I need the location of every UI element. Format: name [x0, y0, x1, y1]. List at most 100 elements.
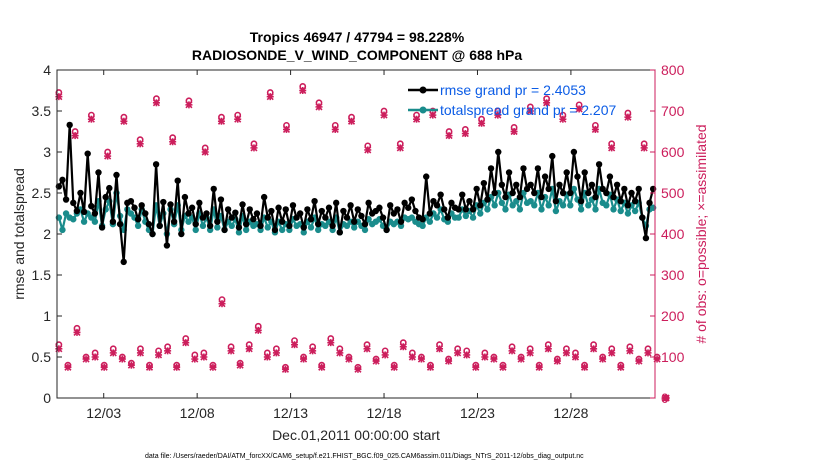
totalspread-point — [509, 202, 516, 209]
totalspread-point — [343, 222, 351, 229]
obs-assimilated-marker — [200, 353, 208, 361]
y-tick-label-right: 300 — [661, 267, 685, 283]
rmse-point — [387, 202, 394, 209]
totalspread-point — [545, 202, 552, 209]
rmse-point — [221, 226, 228, 234]
axes-layer: 0 0.5 1 1.5 2 2.5 3 3.5 4 0 100 200 300 400 500 600 700 8… — [32, 62, 685, 421]
obs-assimilated-marker — [461, 129, 469, 138]
rmse-point — [350, 218, 358, 225]
obs-assimilated-marker — [399, 343, 407, 351]
rmse-point — [534, 165, 542, 172]
rmse-point — [595, 161, 603, 168]
totalspread-point — [88, 214, 95, 221]
rmse-point — [66, 121, 73, 129]
rmse-point — [131, 204, 138, 211]
obs-assimilated-marker — [526, 349, 534, 357]
rmse-point — [437, 191, 444, 198]
rmse-point — [170, 218, 178, 225]
rmse-point — [459, 191, 466, 198]
rmse-point — [145, 220, 153, 228]
rmse-point — [77, 189, 84, 197]
obs-assimilated-marker — [535, 363, 543, 371]
obs-assimilated-marker — [508, 347, 516, 355]
obs-assimilated-marker — [445, 132, 453, 140]
obs-assimilated-marker — [73, 328, 81, 336]
obs-assimilated-marker — [559, 115, 567, 123]
obs-assimilated-marker — [481, 353, 489, 361]
rmse-point — [423, 173, 430, 180]
rmse-point — [73, 207, 81, 215]
totalspread-point — [577, 206, 585, 213]
totalspread-point — [516, 206, 524, 213]
y-axis-label-left: rmse and totalspread — [11, 168, 27, 300]
obs-assimilated-marker — [266, 93, 274, 101]
rmse-point — [296, 210, 304, 217]
rmse-point — [401, 199, 408, 207]
x-tick-label: 12/23 — [460, 405, 495, 421]
rmse-point — [613, 181, 621, 188]
obs-assimilated-marker — [82, 355, 90, 363]
rmse-point — [174, 177, 181, 184]
totalspread-point — [592, 206, 599, 213]
rmse-point — [264, 214, 271, 221]
plot-area — [57, 70, 655, 398]
totalspread-point — [192, 226, 199, 234]
totalspread-point — [127, 210, 135, 217]
rmse-point — [88, 202, 95, 210]
y-tick-label-right: 200 — [661, 308, 685, 324]
x-tick-label: 12/03 — [86, 405, 121, 421]
x-tick-label: 12/08 — [180, 405, 215, 421]
totalspread-point — [264, 224, 271, 231]
obs-assimilated-marker — [640, 144, 648, 152]
obs-assimilated-marker — [608, 144, 616, 152]
rmse-point — [441, 206, 448, 213]
obs-assimilated-marker — [136, 349, 145, 357]
rmse-point — [134, 216, 142, 223]
obs-assimilated-marker — [426, 363, 435, 371]
totalspread-point — [419, 222, 426, 229]
obs-assimilated-marker — [118, 355, 126, 363]
y-tick-label-right: 500 — [661, 185, 685, 201]
rmse-point — [592, 193, 599, 201]
x-axis-label: Dec.01,2011 00:00:00 start — [272, 427, 440, 443]
rmse-point — [116, 220, 124, 228]
rmse-point — [156, 222, 163, 229]
obs-assimilated-marker — [91, 353, 99, 361]
rmse-point — [466, 198, 473, 205]
rmse-point — [250, 216, 257, 223]
obs-assimilated-marker — [364, 146, 372, 154]
rmse-point — [325, 204, 333, 211]
y-tick-label-right: 700 — [661, 103, 685, 119]
totalspread-point — [617, 207, 624, 215]
y-tick-label-left: 1 — [43, 308, 51, 324]
obs-assimilated-marker — [608, 349, 616, 357]
rmse-point — [484, 196, 491, 203]
obs-assimilated-marker — [127, 361, 135, 369]
rmse-point — [505, 169, 513, 176]
y-tick-label-left: 0 — [43, 390, 51, 406]
rmse-point — [354, 206, 362, 213]
rmse-point — [340, 207, 347, 215]
obs-assimilated-marker — [236, 361, 244, 369]
rmse-point — [343, 214, 351, 221]
rmse-point — [210, 185, 217, 193]
rmse-point — [228, 214, 235, 221]
rmse-point — [318, 207, 325, 215]
totalspread-point — [484, 206, 491, 213]
rmse-point — [167, 201, 174, 208]
y-tick-label-left: 4 — [43, 62, 51, 78]
rmse-point — [95, 169, 102, 176]
totalspread-point — [462, 212, 470, 220]
obs-assimilated-marker — [282, 125, 291, 134]
rmse-point — [390, 210, 398, 217]
rmse-point — [239, 201, 246, 208]
rmse-point — [412, 207, 419, 215]
rmse-point — [599, 185, 606, 193]
totalspread-point — [559, 202, 567, 209]
totalspread-point — [314, 226, 322, 234]
rmse-point — [462, 206, 470, 213]
obs-assimilated-marker — [169, 138, 177, 146]
rmse-point — [109, 218, 117, 225]
plot-background — [57, 70, 655, 398]
